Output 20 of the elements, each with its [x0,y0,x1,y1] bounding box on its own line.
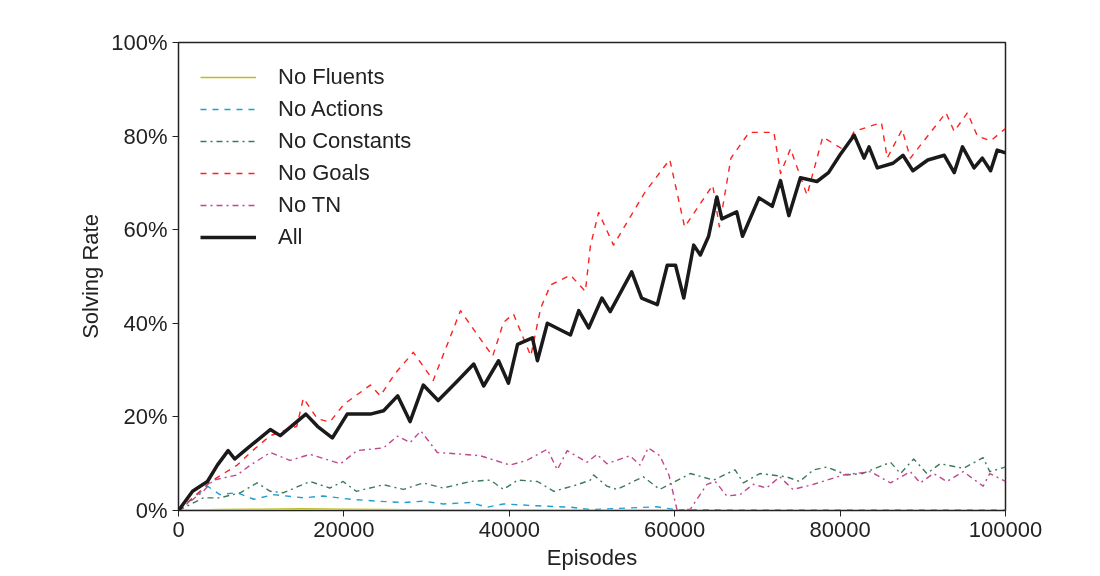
y-tick-label: 20% [123,404,168,430]
y-tick-label: 0% [135,498,168,523]
y-tick-label: 100% [111,30,168,55]
legend-label: No Actions [278,96,384,122]
legend-label: No Fluents [278,64,385,90]
legend-label: All [278,224,303,250]
y-tick-label: 80% [123,123,168,149]
legend-label: No TN [278,192,342,218]
x-axis-title: Episodes [546,544,638,570]
x-tick-label: 80000 [809,516,871,542]
x-tick-label: 40000 [478,516,540,542]
x-tick-label: 20000 [313,516,375,542]
x-tick-label: 0 [172,516,185,542]
x-tick-label: 60000 [644,516,706,542]
legend-label: No Goals [278,160,370,186]
x-tick-label: 100000 [968,516,1043,542]
y-axis-title: Solving Rate [78,214,104,339]
y-tick-label: 40% [123,310,168,336]
y-tick-label: 60% [123,217,168,243]
legend-label: No Constants [278,128,412,154]
